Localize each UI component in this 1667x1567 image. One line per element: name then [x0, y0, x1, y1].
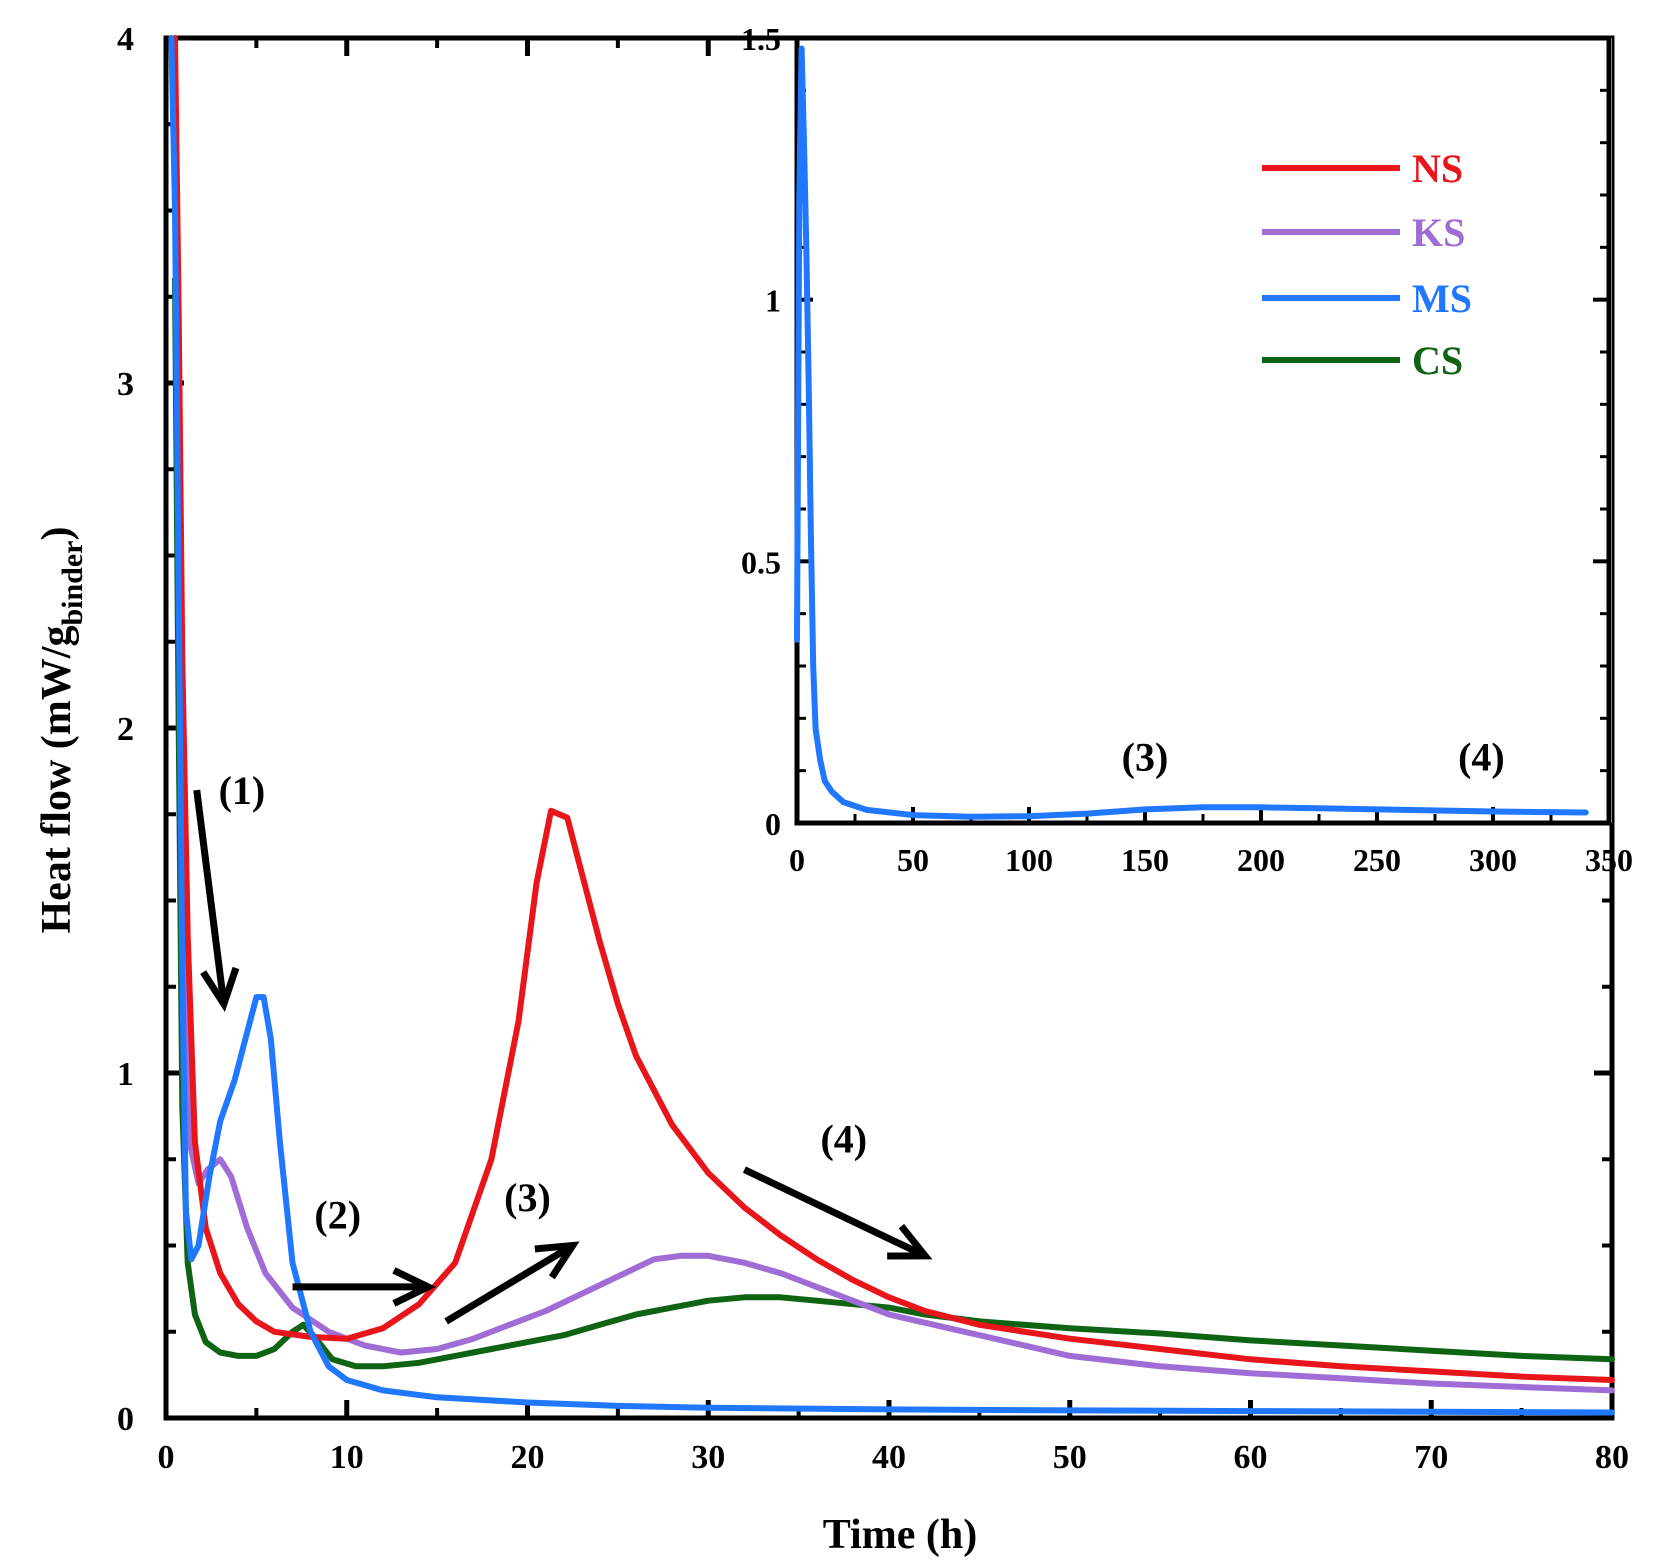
- inset-background: [797, 38, 1612, 823]
- inset-x-tick-label: 100: [1005, 842, 1053, 878]
- x-tick-label: 70: [1414, 1439, 1448, 1476]
- inset-x-tick-label: 350: [1585, 842, 1633, 878]
- y-axis-title-main: Heat flow (mW/g: [34, 626, 80, 934]
- inset-tick-labels: 0 50 100 150 200 250 300 350 0 0.5 1 1.5: [741, 21, 1633, 878]
- x-tick-label: 50: [1053, 1439, 1087, 1476]
- y-axis-title-close: ): [34, 527, 80, 541]
- inset-y-tick-label: 1: [765, 283, 781, 319]
- main-series-group: [168, 35, 1615, 1416]
- x-axis-title: Time (h): [823, 1512, 977, 1558]
- annotation-label-4: (4): [820, 1116, 867, 1161]
- y-tick-label: 2: [117, 711, 134, 748]
- legend-label-cs: CS: [1412, 338, 1463, 383]
- legend-label-ns: NS: [1412, 146, 1463, 191]
- inset-annotation-label-2: (4): [1458, 735, 1505, 780]
- annotation-arrow-shaft-1: [193, 789, 228, 1005]
- annotation-arrow-shaft-3: [444, 1242, 575, 1325]
- x-tick-label: 0: [158, 1439, 175, 1476]
- inset-x-tick-label: 250: [1353, 842, 1401, 878]
- x-tick-label: 20: [511, 1439, 545, 1476]
- y-tick-label: 1: [117, 1056, 134, 1093]
- inset-x-tick-label: 300: [1469, 842, 1517, 878]
- series-line-cs: [172, 276, 1615, 1370]
- x-tick-label: 40: [872, 1439, 906, 1476]
- y-tick-label: 4: [117, 21, 134, 58]
- inset-x-tick-label: 50: [897, 842, 929, 878]
- y-tick-label: 3: [117, 366, 134, 403]
- inset-y-tick-label: 0.5: [741, 544, 781, 580]
- main-annotations: (1) (2) (3) (4): [193, 768, 933, 1325]
- inset-y-tick-label: 0: [765, 806, 781, 842]
- inset-x-tick-label: 200: [1237, 842, 1285, 878]
- legend-label-ms: MS: [1412, 276, 1472, 321]
- series-line-ns: [172, 35, 1615, 1383]
- inset-annotation-label-1: (3): [1122, 735, 1169, 780]
- y-axis-title: Heat flow (mW/gbinder): [34, 527, 89, 934]
- series-line-ms: [168, 35, 1615, 1416]
- x-tick-label: 30: [691, 1439, 725, 1476]
- annotation-label-3: (3): [504, 1175, 551, 1220]
- y-axis-title-subscript: binder: [56, 541, 89, 626]
- y-tick-label: 0: [117, 1401, 134, 1438]
- inset-x-tick-label: 150: [1121, 842, 1169, 878]
- series-line-ks: [172, 104, 1615, 1394]
- x-tick-label: 60: [1234, 1439, 1268, 1476]
- inset-series-line-ms: [794, 45, 1589, 820]
- inset-x-tick-label: 0: [789, 842, 805, 878]
- inset-series-group: [794, 45, 1589, 820]
- annotation-arrow-shaft-4: [742, 1166, 927, 1260]
- annotation-arrow-head-4: [887, 1224, 933, 1260]
- annotation-arrow-head-1: [200, 966, 240, 1012]
- annotation-label-2: (2): [314, 1192, 361, 1237]
- annotation-arrow-head-3: [534, 1241, 580, 1280]
- x-tick-label: 80: [1595, 1439, 1629, 1476]
- annotation-arrow-head-2: [392, 1267, 437, 1307]
- annotation-label-1: (1): [219, 768, 266, 813]
- legend-label-ks: KS: [1412, 210, 1465, 255]
- inset-y-tick-label: 1.5: [741, 21, 781, 57]
- x-tick-label: 10: [330, 1439, 364, 1476]
- inset-annotations: (3) (4): [1122, 735, 1505, 780]
- legend: NS KS MS CS: [1262, 146, 1472, 383]
